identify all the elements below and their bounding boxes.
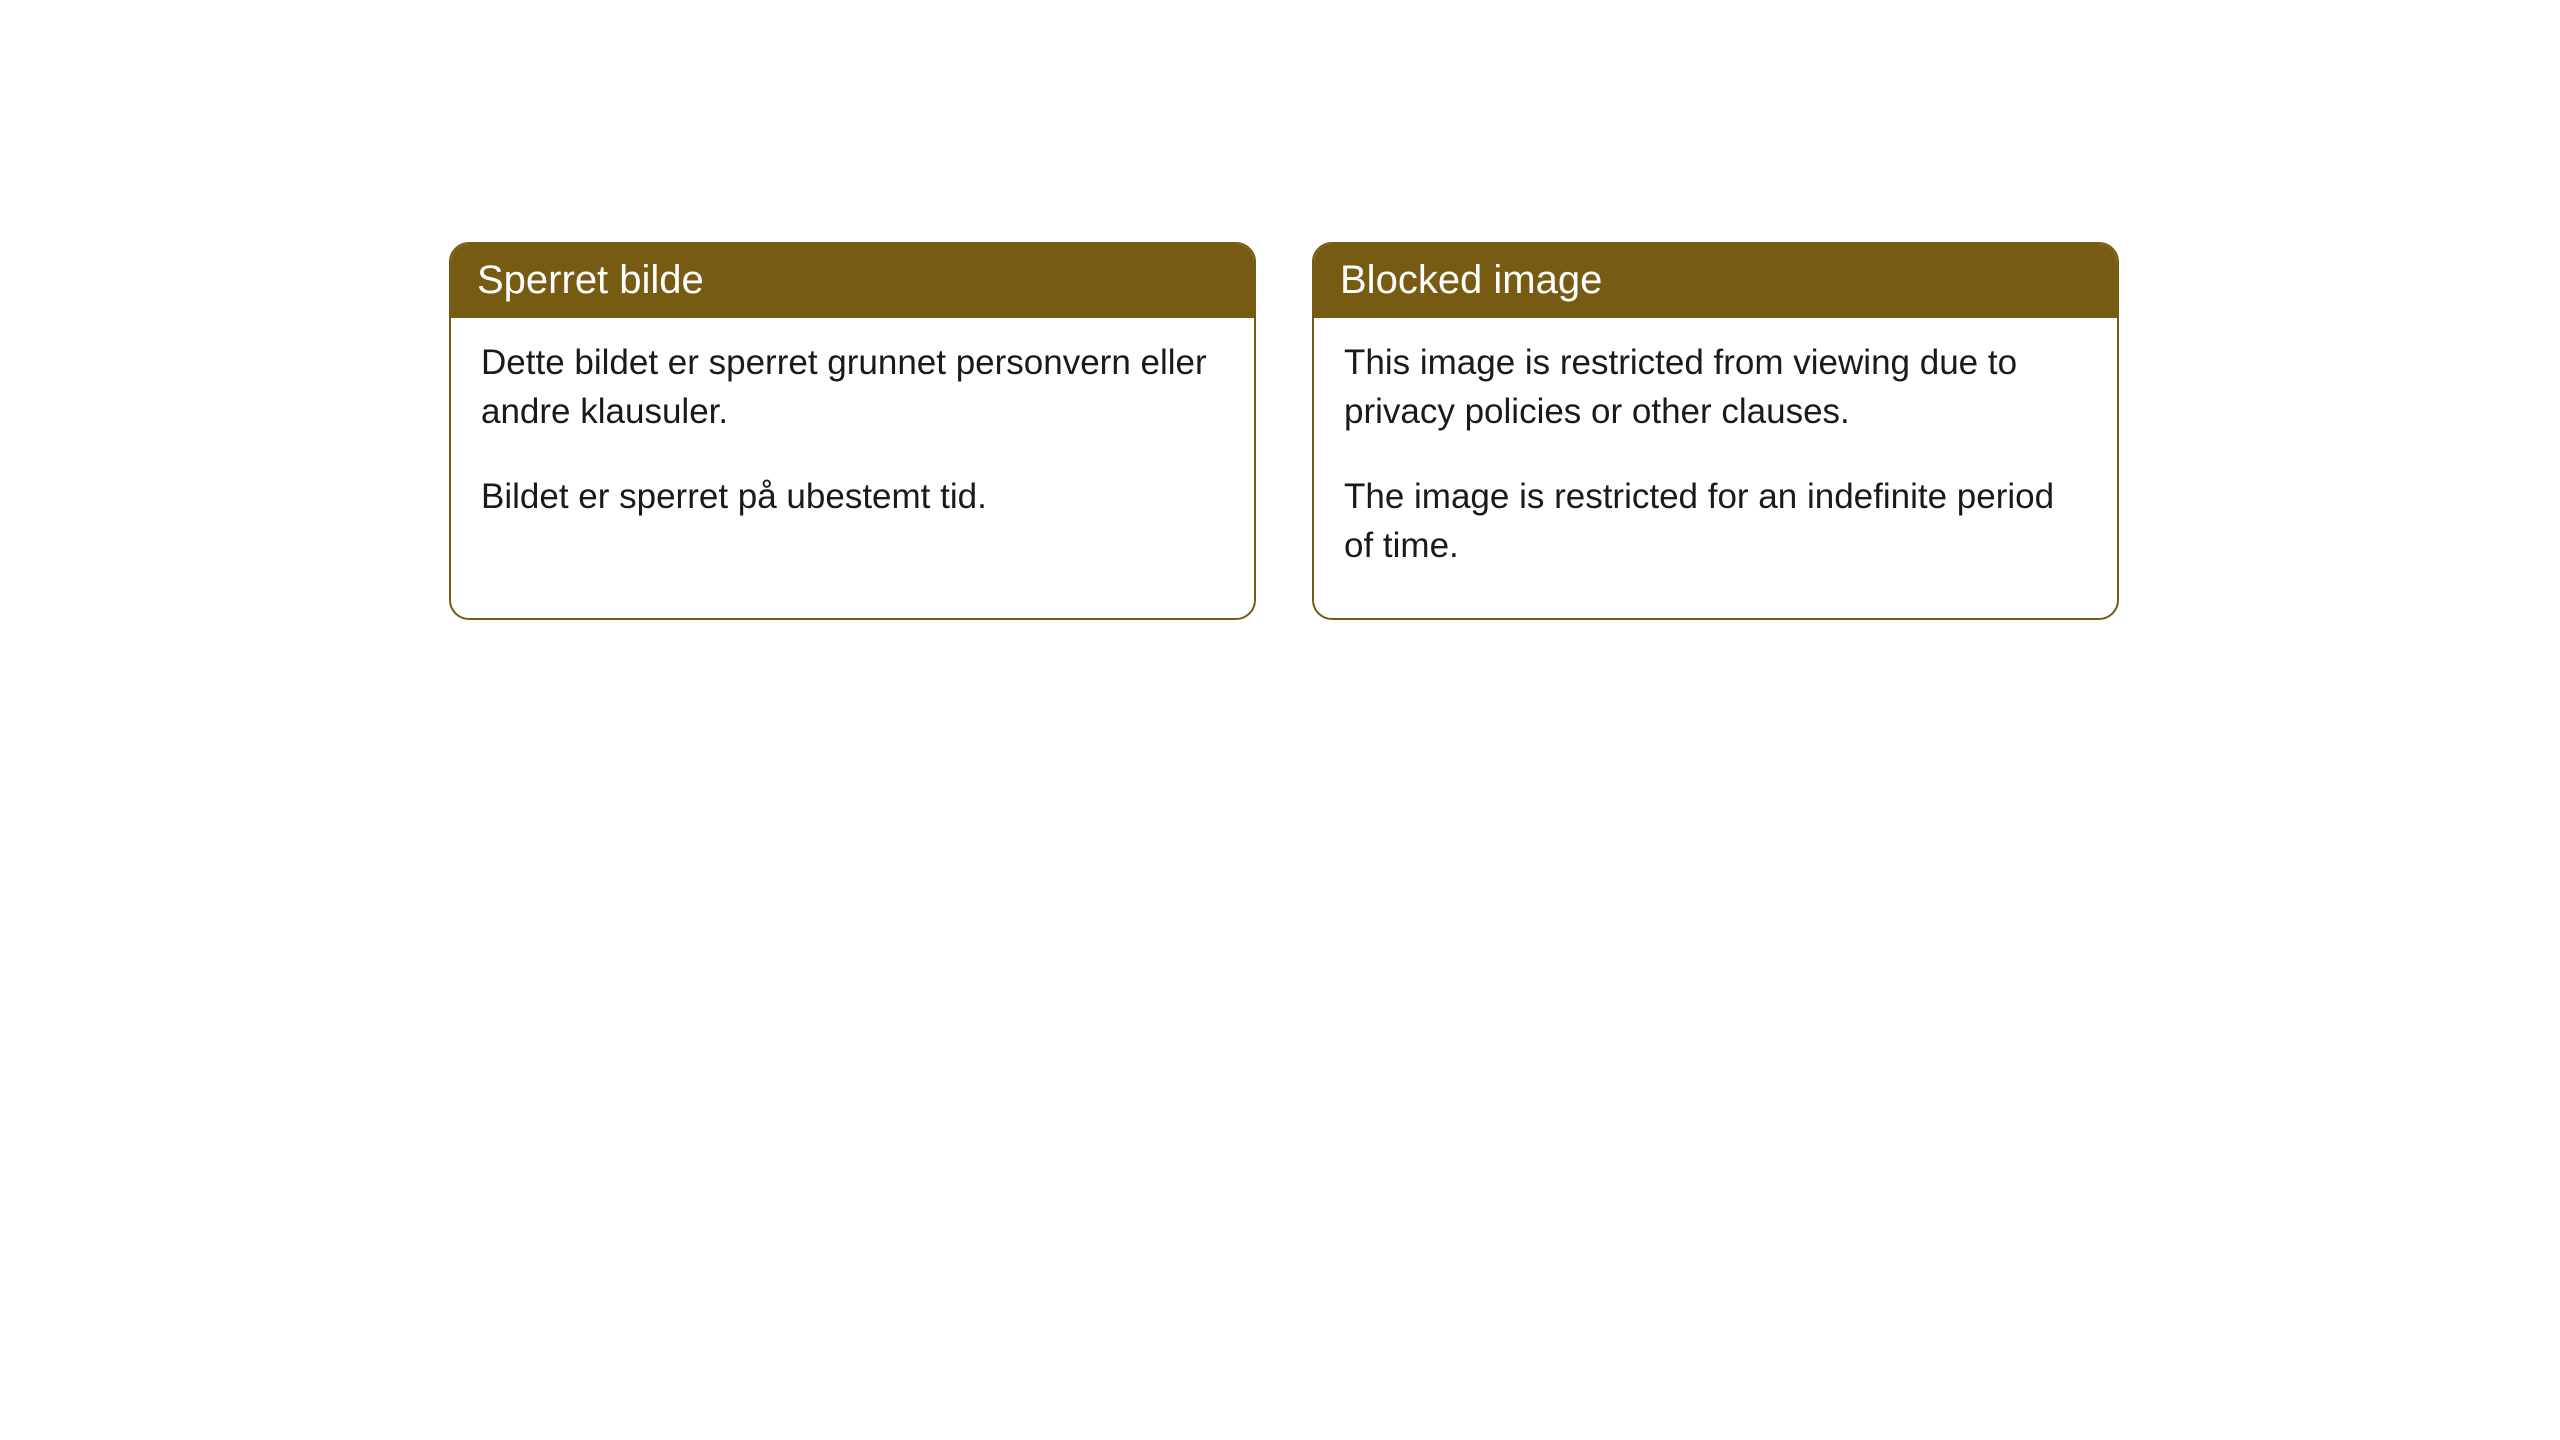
notice-card-english: Blocked image This image is restricted f…: [1312, 242, 2119, 620]
card-body: This image is restricted from viewing du…: [1314, 318, 2117, 618]
notice-cards-container: Sperret bilde Dette bildet er sperret gr…: [449, 242, 2119, 620]
card-paragraph: The image is restricted for an indefinit…: [1344, 472, 2087, 570]
card-body: Dette bildet er sperret grunnet personve…: [451, 318, 1254, 569]
card-paragraph: Dette bildet er sperret grunnet personve…: [481, 338, 1224, 436]
card-paragraph: Bildet er sperret på ubestemt tid.: [481, 472, 1224, 521]
card-paragraph: This image is restricted from viewing du…: [1344, 338, 2087, 436]
card-title: Sperret bilde: [451, 244, 1254, 318]
notice-card-norwegian: Sperret bilde Dette bildet er sperret gr…: [449, 242, 1256, 620]
card-title: Blocked image: [1314, 244, 2117, 318]
